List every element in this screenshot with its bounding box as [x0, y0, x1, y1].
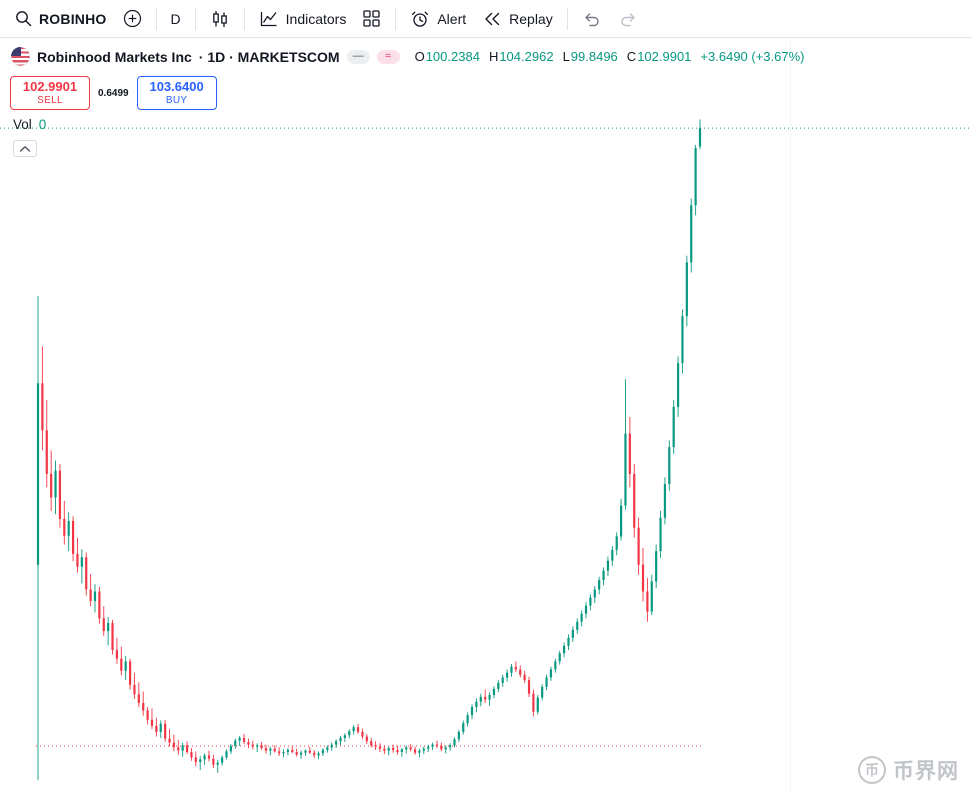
compare-add-button[interactable] [116, 5, 149, 33]
open-label: O [414, 49, 425, 64]
alarm-clock-icon [412, 11, 429, 27]
redo-icon [621, 12, 635, 26]
sell-price: 102.9901 [22, 79, 78, 94]
minus-chip-icon[interactable]: — [346, 49, 370, 64]
replay-rewind-icon [485, 12, 500, 25]
toolbar-separator [155, 7, 157, 30]
candles-icon [212, 10, 227, 27]
toolbar-separator [243, 7, 245, 30]
trade-panel: 102.9901 SELL 0.6499 103.6400 BUY [10, 76, 217, 110]
toolbar-separator [395, 7, 397, 30]
chart-legend: Robinhood Markets Inc · 1D · MARKETSCOM … [11, 47, 805, 66]
coin-icon: 币 [858, 756, 886, 784]
symbol-title[interactable]: Robinhood Markets Inc [37, 48, 192, 65]
search-icon [16, 11, 32, 27]
approx-chip-icon[interactable]: ≈ [376, 49, 400, 64]
low-group: L99.8496 [563, 49, 618, 64]
interval-label: D [170, 10, 181, 27]
close-value: 102.9901 [637, 49, 692, 64]
high-label: H [488, 49, 499, 64]
low-label: L [562, 49, 570, 64]
chart-style-button[interactable] [203, 5, 237, 33]
redo-button[interactable] [611, 5, 645, 33]
indicators-button[interactable]: Indicators [252, 5, 354, 33]
change-value: +3.6490 (+3.67%) [700, 49, 805, 64]
alert-label: Alert [437, 10, 467, 27]
sell-button[interactable]: 102.9901 SELL [10, 76, 90, 110]
spread-value: 0.6499 [98, 87, 129, 99]
toolbar-separator [566, 7, 568, 30]
volume-row: Vol 0 [13, 117, 46, 132]
vol-label: Vol [13, 117, 32, 132]
chart-pane: Robinhood Markets Inc · 1D · MARKETSCOM … [0, 38, 972, 793]
buy-button[interactable]: 103.6400 BUY [136, 76, 217, 110]
indicators-icon [260, 11, 277, 26]
us-flag-icon [11, 47, 30, 66]
high-value: 104.2962 [499, 49, 554, 64]
layout-grid-button[interactable] [355, 5, 388, 33]
alert-button[interactable]: Alert [403, 5, 473, 33]
indicators-label: Indicators [285, 10, 347, 27]
sell-label: SELL [37, 95, 63, 106]
top-toolbar: ROBINHO D Indicators [0, 0, 972, 38]
watermark-text: 币界网 [893, 760, 959, 783]
buy-price: 103.6400 [149, 79, 204, 94]
open-value: 100.2384 [425, 49, 480, 64]
toolbar-separator [194, 7, 196, 30]
ohlc-values: O100.2384 H104.2962 L99.8496 C102.9901 +… [415, 49, 805, 64]
symbol-meta[interactable]: · 1D · MARKETSCOM [198, 48, 340, 65]
open-group: O100.2384 [415, 49, 480, 64]
vol-value: 0 [38, 117, 47, 132]
chevron-up-icon [19, 145, 31, 152]
symbol-search-button[interactable]: ROBINHO [8, 5, 114, 33]
replay-label: Replay [509, 10, 553, 27]
low-value: 99.8496 [570, 49, 618, 64]
grid-icon [363, 10, 380, 27]
candlestick-chart[interactable] [0, 38, 972, 793]
replay-button[interactable]: Replay [475, 5, 560, 33]
symbol-search-text: ROBINHO [39, 10, 107, 27]
plus-circle-icon [123, 9, 141, 28]
collapse-panel-button[interactable] [13, 140, 37, 157]
site-watermark: 币 币界网 [858, 755, 959, 785]
close-group: C102.9901 [627, 49, 692, 64]
interval-button[interactable]: D [164, 5, 188, 33]
high-group: H104.2962 [489, 49, 554, 64]
undo-icon [585, 12, 599, 26]
buy-label: BUY [165, 95, 188, 106]
close-label: C [626, 49, 637, 64]
undo-button[interactable] [575, 5, 609, 33]
